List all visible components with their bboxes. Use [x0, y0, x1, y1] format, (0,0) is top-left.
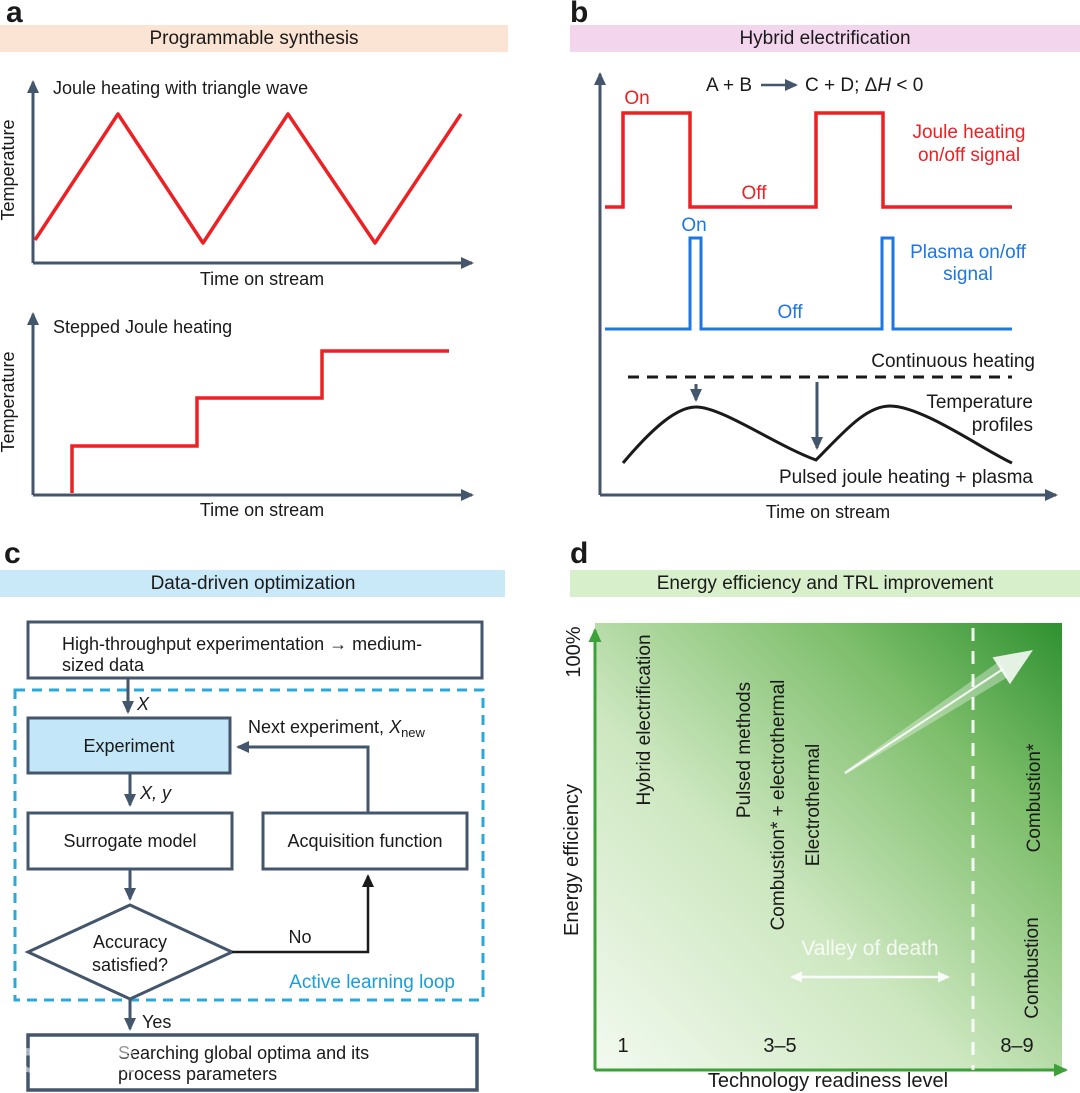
- next-experiment-x: X: [388, 717, 402, 737]
- experiment-box: [26, 716, 232, 775]
- plasma-signal-line: [605, 236, 1012, 331]
- triangle-wave-line: [33, 112, 463, 245]
- reaction-rhs: C + D; ΔH < 0: [805, 75, 923, 96]
- plasma-on-label: On: [681, 215, 706, 236]
- no-label: No: [288, 927, 311, 947]
- stepped-plot-x-label: Time on stream: [200, 500, 324, 520]
- decision-line2: satisfied?: [92, 955, 168, 975]
- panel-a-label: a: [6, 0, 23, 29]
- reaction-lhs: A + B: [706, 75, 752, 96]
- plasma-off-label: Off: [778, 302, 804, 323]
- global-optima-line1: Searching global optima and its: [118, 1043, 369, 1063]
- temperature-profiles-label-2: profiles: [972, 415, 1033, 436]
- continuous-heating-label: Continuous heating: [871, 351, 1035, 372]
- stepped-plot-y-label: Temperature: [0, 351, 18, 452]
- acquisition-box: [261, 811, 469, 871]
- reaction-tail: < 0: [891, 75, 923, 96]
- triangle-plot-title: Joule heating with triangle wave: [53, 78, 308, 98]
- trl-gradient-field: [595, 623, 1062, 1070]
- triangle-plot-x-label: Time on stream: [200, 269, 324, 289]
- panel-c-label: c: [4, 537, 21, 570]
- active-learning-loop-box: [13, 688, 485, 1002]
- panel-b: b Hybrid electrification A + B C + D; ΔH…: [570, 0, 1080, 522]
- active-learning-loop-label: Active learning loop: [289, 972, 455, 993]
- joule-on-label: On: [624, 88, 649, 109]
- method-pulsed-methods: Pulsed methods: [734, 682, 755, 818]
- joule-signal-label-1: Joule heating: [912, 122, 1025, 143]
- trl-tick-3-5: 3–5: [763, 1035, 796, 1057]
- method-hybrid-electrification: Hybrid electrification: [634, 634, 655, 805]
- stepped-wave-line: [70, 349, 449, 493]
- improvement-arrow-head: [992, 650, 1033, 685]
- panel-c-header: Data-driven optimization: [151, 573, 356, 594]
- panel-a: a Programmable synthesis Joule heating w…: [0, 0, 508, 520]
- global-optima-box: [26, 1033, 479, 1092]
- panel-a-header: Programmable synthesis: [149, 28, 358, 49]
- accuracy-decision-diamond: [24, 903, 236, 1001]
- method-electrothermal: Electrothermal: [803, 744, 824, 867]
- panel-a-header-bar: [0, 25, 508, 52]
- acquisition-box-label: Acquisition function: [287, 831, 442, 851]
- panel-b-header-bar: [570, 25, 1080, 52]
- next-experiment-label: Next experiment, Xnew: [248, 717, 426, 740]
- method-combustion: Combustion: [1022, 917, 1043, 1018]
- trl-tick-1: 1: [617, 1035, 628, 1057]
- next-experiment-subscript: new: [401, 725, 425, 740]
- next-experiment-prefix: Next experiment,: [248, 717, 389, 737]
- hte-box-line1: High-throughput experimentation → medium…: [62, 634, 422, 654]
- method-combustion-electrothermal: Combustion* + electrothermal: [768, 680, 789, 931]
- hte-box-line2: sized data: [62, 655, 145, 675]
- temperature-profile-curve: [621, 404, 1013, 465]
- panel-d-label: d: [570, 537, 588, 570]
- reaction-rhs-text: C + D; Δ: [805, 75, 878, 96]
- panel-c: c Data-driven optimization High-throughp…: [0, 537, 505, 1092]
- arrow-no-to-acquisition: [232, 874, 374, 954]
- trl-x-axis-label: Technology readiness level: [708, 1070, 948, 1092]
- panel-d: d Energy efficiency and TRL improvement …: [561, 537, 1080, 1092]
- experiment-box-label: Experiment: [83, 736, 174, 756]
- improvement-arrow-centerline: [844, 668, 1004, 774]
- signal-plot-x-label: Time on stream: [766, 502, 890, 522]
- triangle-plot-y-label: Temperature: [0, 119, 18, 220]
- pulsed-label: Pulsed joule heating + plasma: [779, 467, 1033, 488]
- stepped-plot-title: Stepped Joule heating: [53, 317, 232, 337]
- surrogate-box: [26, 811, 234, 871]
- trl-y-axis-label: Energy efficiency: [561, 784, 583, 936]
- panel-c-header-bar: [0, 570, 505, 597]
- x-input-label: X: [136, 694, 150, 714]
- joule-signal-line: [605, 111, 1012, 209]
- trl-tick-8-9: 8–9: [1000, 1035, 1033, 1057]
- joule-signal-label-2: on/off signal: [918, 145, 1020, 166]
- decision-line1: Accuracy: [93, 932, 167, 952]
- yes-label: Yes: [142, 1012, 171, 1032]
- joule-off-label: Off: [742, 183, 768, 204]
- arrow-acquisition-to-experiment: [236, 741, 370, 813]
- panel-d-header-bar: [570, 570, 1080, 597]
- y-axis-100-label: 100%: [563, 626, 585, 677]
- panel-b-header: Hybrid electrification: [739, 28, 910, 49]
- surrogate-box-label: Surrogate model: [63, 831, 196, 851]
- xy-label: X, y: [139, 783, 172, 803]
- reaction-enthalpy: H: [877, 75, 891, 96]
- plasma-signal-label-1: Plasma on/off: [910, 242, 1027, 263]
- valley-of-death-label: Valley of death: [801, 937, 938, 960]
- plasma-signal-label-2: signal: [943, 264, 993, 285]
- panel-d-header: Energy efficiency and TRL improvement: [657, 573, 994, 594]
- temperature-profiles-label-1: Temperature: [926, 392, 1033, 413]
- hte-box: [26, 620, 484, 680]
- panel-b-label: b: [570, 0, 588, 29]
- global-optima-line2: process parameters: [118, 1064, 277, 1084]
- method-combustion-star: Combustion*: [1024, 743, 1045, 852]
